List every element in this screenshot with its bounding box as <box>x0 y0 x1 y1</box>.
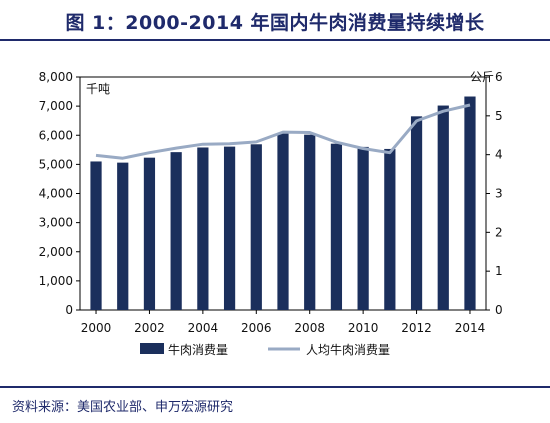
bar-2010 <box>357 146 369 310</box>
chart-title: 图 1：2000-2014 年国内牛肉消费量持续增长 <box>65 12 485 34</box>
right-tick-label: 1 <box>495 264 503 278</box>
left-tick-label: 7,000 <box>39 99 73 113</box>
bar-2001 <box>117 162 129 310</box>
x-tick-label: 2008 <box>294 321 325 335</box>
source-note: 资料来源：美国农业部、申万宏源研究 <box>12 400 234 415</box>
left-tick-label: 1,000 <box>39 274 73 288</box>
bar-2013 <box>437 105 449 310</box>
x-tick-label: 2002 <box>134 321 165 335</box>
left-tick-label: 6,000 <box>39 128 73 142</box>
bar-2002 <box>143 157 156 310</box>
x-tick-label: 2006 <box>241 321 272 335</box>
right-tick-label: 4 <box>495 148 503 162</box>
bar-2007 <box>277 132 289 310</box>
line-series <box>95 103 471 160</box>
bar-2003 <box>170 152 182 310</box>
source-rule <box>0 386 550 388</box>
right-axis-unit: 公斤 <box>470 70 494 84</box>
x-tick-label: 2012 <box>401 321 432 335</box>
right-tick-label: 5 <box>495 109 503 123</box>
left-tick-label: 2,000 <box>39 245 73 259</box>
bar-series <box>90 96 476 310</box>
right-tick-label: 3 <box>495 187 503 201</box>
legend-bar-swatch <box>140 343 164 354</box>
bar-2004 <box>197 147 209 310</box>
title-rule <box>0 39 550 41</box>
right-tick-label: 6 <box>495 70 503 84</box>
legend-bar-label: 牛肉消费量 <box>168 342 228 357</box>
left-axis-unit: 千吨 <box>86 82 110 96</box>
left-tick-label: 3,000 <box>39 216 73 230</box>
bar-2008 <box>304 134 316 310</box>
bar-2009 <box>330 143 343 310</box>
left-tick-label: 8,000 <box>39 70 73 84</box>
axes: 0 1,000 2,000 3,000 4,000 5,000 6,000 7,000 8,00… <box>39 70 503 335</box>
x-tick-label: 2014 <box>455 321 486 335</box>
x-tick-label: 2000 <box>81 321 112 335</box>
bar-2006 <box>250 144 262 310</box>
legend: 牛肉消费量 人均牛肉消费量 <box>140 342 390 357</box>
bar-2012 <box>410 116 423 310</box>
left-tick-label: 5,000 <box>39 157 73 171</box>
legend-line-label: 人均牛肉消费量 <box>306 342 390 357</box>
x-tick-label: 2004 <box>188 321 219 335</box>
bar-2014 <box>464 96 476 310</box>
left-tick-label: 4,000 <box>39 187 73 201</box>
bar-2005 <box>223 146 236 310</box>
bar-2000 <box>90 161 102 310</box>
chart: 0 1,000 2,000 3,000 4,000 5,000 6,000 7,000 8,00… <box>39 70 503 357</box>
right-tick-label: 0 <box>495 303 503 317</box>
x-tick-label: 2010 <box>348 321 379 335</box>
bar-2011 <box>384 148 396 310</box>
right-tick-label: 2 <box>495 225 503 239</box>
left-tick-label: 0 <box>65 303 73 317</box>
